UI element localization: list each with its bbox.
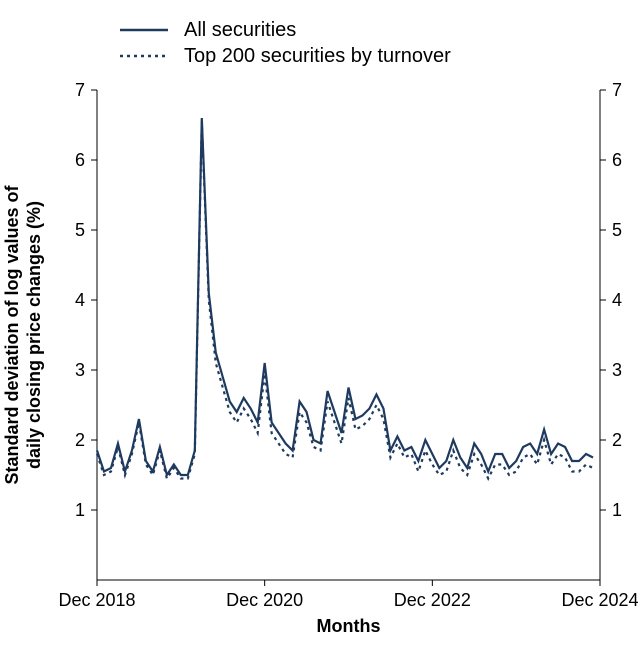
y-tick-label-right: 4 xyxy=(612,290,622,310)
x-axis-title: Months xyxy=(317,616,381,636)
y-tick-label: 4 xyxy=(75,290,85,310)
y-tick-label-right: 7 xyxy=(612,80,622,100)
y-tick-label-right: 6 xyxy=(612,150,622,170)
volatility-chart: All securities Top 200 securities by turn… xyxy=(0,0,644,669)
y-tick-label: 6 xyxy=(75,150,85,170)
y-tick-label: 2 xyxy=(75,430,85,450)
legend-label: All securities xyxy=(184,19,296,41)
y-tick-label: 3 xyxy=(75,360,85,380)
y-tick-label: 7 xyxy=(75,80,85,100)
y-tick-label: 1 xyxy=(75,500,85,520)
legend-label: Top 200 securities by turnover xyxy=(184,45,451,67)
y-tick-label-right: 2 xyxy=(612,430,622,450)
x-tick-label: Dec 2022 xyxy=(394,590,471,610)
y-tick-label-right: 3 xyxy=(612,360,622,380)
chart-svg: All securities Top 200 securities by turn… xyxy=(0,0,644,669)
x-tick-label: Dec 2020 xyxy=(226,590,303,610)
x-tick-label: Dec 2018 xyxy=(58,590,135,610)
y-tick-label-right: 5 xyxy=(612,220,622,240)
y-tick-label: 5 xyxy=(75,220,85,240)
x-tick-label: Dec 2024 xyxy=(561,590,638,610)
y-tick-label-right: 1 xyxy=(612,500,622,520)
